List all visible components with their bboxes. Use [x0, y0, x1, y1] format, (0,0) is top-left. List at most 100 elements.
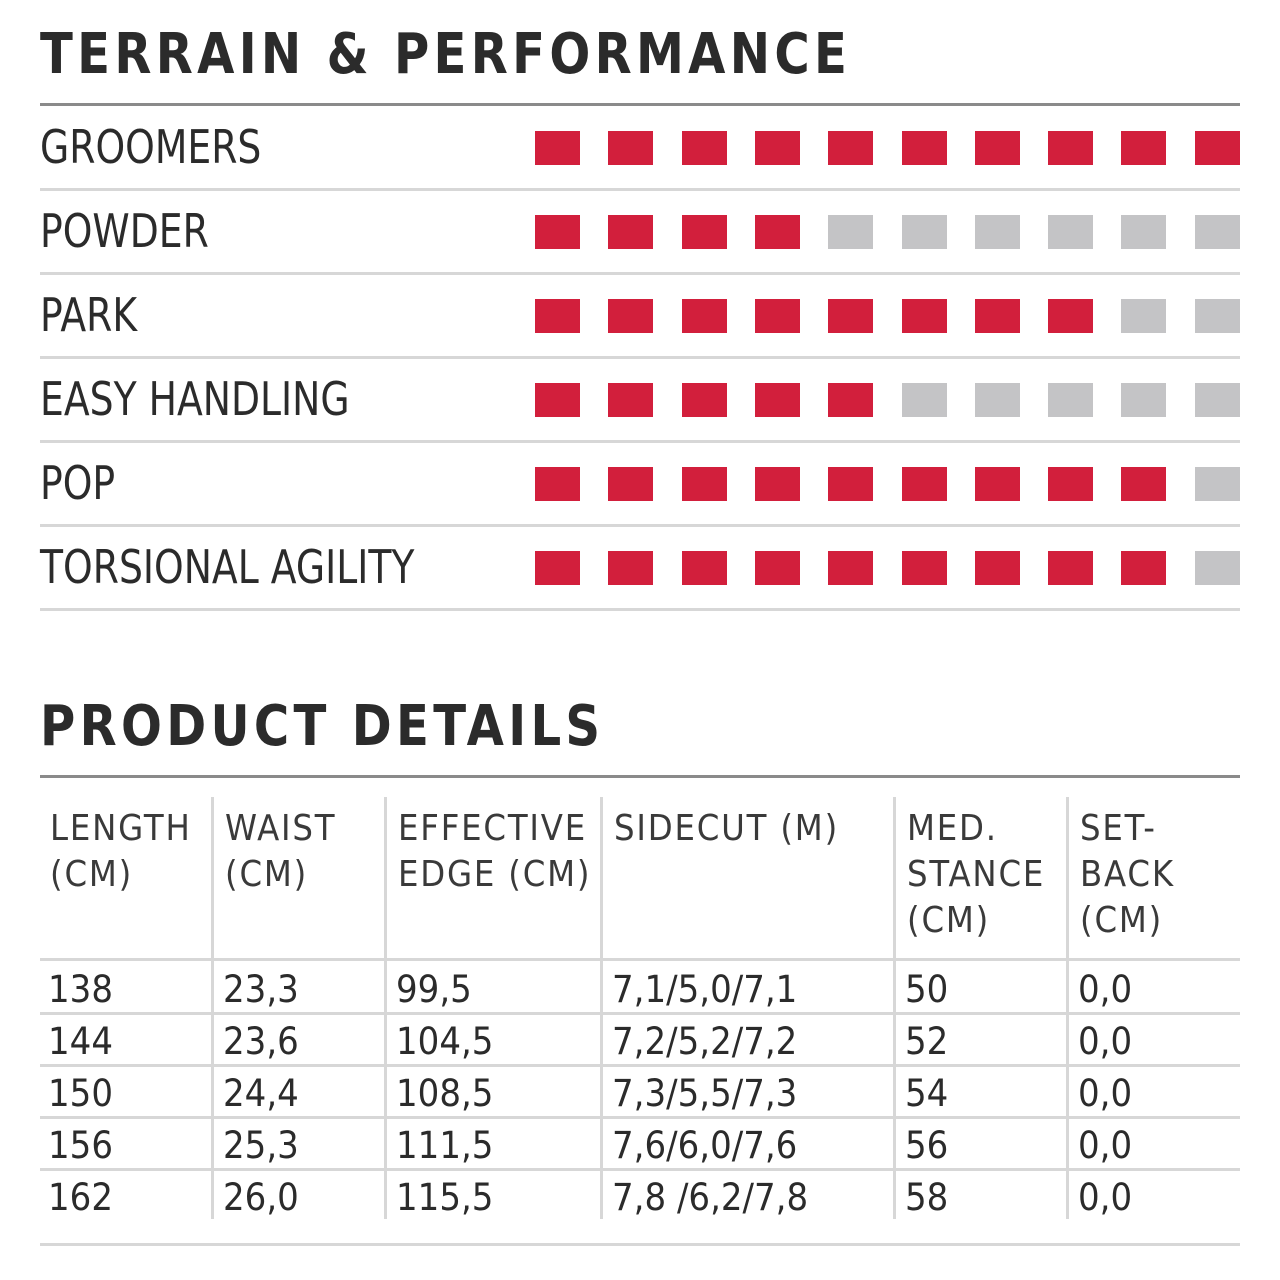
table-row-divider: [40, 1064, 1240, 1067]
rating-square-filled: [682, 299, 727, 333]
rating-square-filled: [828, 551, 873, 585]
table-cell: 156: [48, 1124, 113, 1167]
rating-row-divider: [40, 272, 1240, 275]
rating-meter: [535, 551, 1240, 585]
rating-square-filled: [608, 551, 653, 585]
table-cell: 7,3/5,5/7,3: [612, 1072, 798, 1115]
rating-row: POP: [40, 442, 1240, 526]
table-cell: 138: [48, 968, 113, 1011]
rating-row-divider: [40, 188, 1240, 191]
table-cell: 150: [48, 1072, 113, 1115]
table-cell: 23,6: [223, 1020, 299, 1063]
rating-square-filled: [975, 551, 1020, 585]
rating-row-divider: [40, 356, 1240, 359]
rating-square-filled: [535, 131, 580, 165]
column-divider: [600, 797, 603, 1219]
rating-square-empty: [902, 215, 947, 249]
table-cell: 0,0: [1078, 1072, 1133, 1115]
rating-square-empty: [975, 383, 1020, 417]
table-row-divider: [40, 1012, 1240, 1015]
column-header: MED. STANCE (CM): [907, 808, 1046, 941]
rating-square-filled: [535, 467, 580, 501]
table-bottom-rule: [40, 1243, 1240, 1246]
terrain-performance-title: TERRAIN & PERFORMANCE: [40, 22, 852, 87]
table-cell: 144: [48, 1020, 113, 1063]
rating-label: EASY HANDLING: [40, 372, 350, 426]
rating-square-filled: [755, 299, 800, 333]
table-cell: 0,0: [1078, 1020, 1133, 1063]
table-cell: 23,3: [223, 968, 299, 1011]
column-divider: [384, 797, 387, 1219]
table-cell: 104,5: [396, 1020, 494, 1063]
rating-square-filled: [682, 131, 727, 165]
table-cell: 26,0: [223, 1176, 299, 1219]
table-cell: 58: [905, 1176, 949, 1219]
rating-square-filled: [828, 299, 873, 333]
rating-label: PARK: [40, 288, 138, 342]
rating-square-filled: [535, 383, 580, 417]
rating-square-empty: [902, 383, 947, 417]
rating-row: EASY HANDLING: [40, 358, 1240, 442]
rating-square-filled: [535, 215, 580, 249]
rating-square-filled: [975, 299, 1020, 333]
rating-meter: [535, 467, 1240, 501]
rating-square-filled: [828, 467, 873, 501]
rating-square-filled: [755, 383, 800, 417]
column-header: SET- BACK (CM): [1080, 808, 1175, 941]
rating-row: TORSIONAL AGILITY: [40, 526, 1240, 610]
rating-square-empty: [1121, 383, 1166, 417]
table-cell: 54: [905, 1072, 949, 1115]
rating-square-filled: [902, 467, 947, 501]
rating-meter: [535, 299, 1240, 333]
rating-row-divider: [40, 524, 1240, 527]
rating-square-filled: [682, 383, 727, 417]
rating-square-empty: [975, 215, 1020, 249]
rating-label: POWDER: [40, 204, 209, 258]
rating-square-filled: [608, 467, 653, 501]
rating-square-filled: [902, 299, 947, 333]
rating-square-empty: [1195, 551, 1240, 585]
rating-square-filled: [828, 131, 873, 165]
table-cell: 111,5: [396, 1124, 494, 1167]
rating-square-filled: [608, 131, 653, 165]
rating-square-filled: [1048, 467, 1093, 501]
column-divider: [893, 797, 896, 1219]
rating-row-divider: [40, 608, 1240, 611]
table-cell: 99,5: [396, 968, 472, 1011]
rating-row-divider: [40, 440, 1240, 443]
column-header: WAIST (CM): [225, 808, 337, 895]
rating-square-filled: [608, 299, 653, 333]
rating-row: PARK: [40, 274, 1240, 358]
product-details-title: PRODUCT DETAILS: [40, 694, 605, 759]
table-cell: 115,5: [396, 1176, 494, 1219]
rating-square-filled: [1048, 131, 1093, 165]
rating-row: POWDER: [40, 190, 1240, 274]
rating-square-filled: [755, 131, 800, 165]
details-title-rule: [40, 775, 1240, 778]
rating-square-empty: [1195, 383, 1240, 417]
column-header: SIDECUT (M): [614, 808, 840, 849]
table-cell: 24,4: [223, 1072, 299, 1115]
column-header: EFFECTIVE EDGE (CM): [398, 808, 592, 895]
rating-meter: [535, 215, 1240, 249]
rating-square-empty: [1195, 299, 1240, 333]
rating-square-filled: [1048, 551, 1093, 585]
column-divider: [1066, 797, 1069, 1219]
column-header: LENGTH (CM): [50, 808, 192, 895]
table-cell: 108,5: [396, 1072, 494, 1115]
rating-square-filled: [755, 215, 800, 249]
rating-square-filled: [1121, 467, 1166, 501]
rating-square-filled: [1121, 551, 1166, 585]
rating-square-filled: [975, 131, 1020, 165]
rating-square-empty: [1195, 467, 1240, 501]
rating-square-filled: [902, 551, 947, 585]
table-cell: 162: [48, 1176, 113, 1219]
rating-square-empty: [1121, 299, 1166, 333]
table-cell: 7,8 /6,2/7,8: [612, 1176, 809, 1219]
rating-square-filled: [535, 299, 580, 333]
rating-label: POP: [40, 456, 116, 510]
table-row-divider: [40, 1116, 1240, 1119]
rating-square-filled: [755, 467, 800, 501]
rating-square-filled: [755, 551, 800, 585]
rating-square-filled: [1048, 299, 1093, 333]
